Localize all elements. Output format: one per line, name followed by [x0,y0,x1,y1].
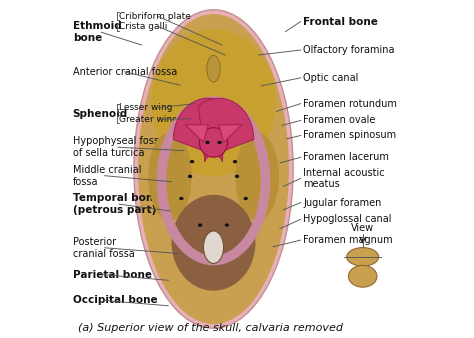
Polygon shape [219,125,242,142]
Text: Olfactory foramina: Olfactory foramina [303,45,395,55]
Text: Lesser wing: Lesser wing [119,103,173,112]
Ellipse shape [138,14,289,324]
Ellipse shape [347,248,379,266]
Text: Jugular foramen: Jugular foramen [303,197,382,208]
Ellipse shape [218,141,222,144]
Text: (a) Superior view of the skull, calvaria removed: (a) Superior view of the skull, calvaria… [78,322,343,333]
Ellipse shape [225,223,229,227]
Text: Crista galli: Crista galli [119,22,167,31]
Text: Frontal bone: Frontal bone [303,17,378,26]
Text: Internal acoustic
meatus: Internal acoustic meatus [303,168,385,189]
Text: Greater wing: Greater wing [119,115,178,124]
Text: View: View [351,223,374,233]
Ellipse shape [203,231,224,263]
Text: Foramen magnum: Foramen magnum [303,235,393,245]
Text: Sphenoid: Sphenoid [73,109,128,119]
Text: Hypophyseal fossa
of sella turcica: Hypophyseal fossa of sella turcica [73,137,165,158]
Ellipse shape [198,223,202,227]
Text: Occipital bone: Occipital bone [73,295,157,306]
Polygon shape [185,125,208,142]
Ellipse shape [200,128,228,157]
Text: Foramen spinosum: Foramen spinosum [303,130,396,141]
Ellipse shape [244,197,248,200]
Text: Foramen lacerum: Foramen lacerum [303,152,389,162]
Ellipse shape [348,265,377,287]
Ellipse shape [233,160,237,163]
Text: Posterior
cranial fossa: Posterior cranial fossa [73,237,135,259]
Text: Foramen ovale: Foramen ovale [303,115,376,125]
Ellipse shape [235,132,279,221]
Ellipse shape [190,160,194,163]
Ellipse shape [152,29,275,176]
Text: Anterior cranial fossa: Anterior cranial fossa [73,67,177,77]
Polygon shape [173,98,228,162]
Text: Parietal bone: Parietal bone [73,270,152,280]
Text: Temporal bone
(petrous part): Temporal bone (petrous part) [73,193,160,215]
Ellipse shape [188,175,192,178]
Ellipse shape [205,141,210,144]
Ellipse shape [207,55,220,82]
Ellipse shape [148,132,192,221]
Text: Optic canal: Optic canal [303,73,359,83]
Ellipse shape [172,195,255,291]
Polygon shape [199,98,254,162]
Text: Cribriform plate: Cribriform plate [119,12,191,21]
Ellipse shape [179,197,183,200]
Text: Middle cranial
fossa: Middle cranial fossa [73,165,141,187]
Text: Ethmoid
bone: Ethmoid bone [73,21,121,43]
Ellipse shape [235,175,239,178]
Text: Foramen rotundum: Foramen rotundum [303,99,397,108]
Text: Hypoglossal canal: Hypoglossal canal [303,214,392,224]
Ellipse shape [134,10,293,328]
